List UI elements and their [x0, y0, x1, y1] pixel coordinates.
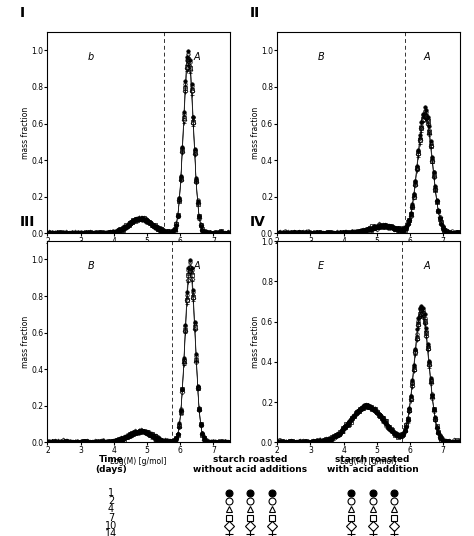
Text: A: A [423, 53, 430, 62]
Text: III: III [20, 215, 36, 229]
Y-axis label: mass fraction: mass fraction [251, 107, 260, 159]
Text: A: A [193, 262, 200, 271]
X-axis label: Log(M) [g/mol]: Log(M) [g/mol] [110, 248, 167, 257]
Text: B: B [318, 53, 324, 62]
Text: E: E [318, 262, 324, 271]
Text: 4: 4 [108, 504, 114, 515]
Y-axis label: mass fraction: mass fraction [21, 316, 30, 368]
Text: 1: 1 [108, 488, 114, 498]
X-axis label: Log(M) [g/mol]: Log(M) [g/mol] [340, 248, 397, 257]
X-axis label: Log(M) [g/mol]: Log(M) [g/mol] [340, 457, 397, 466]
Text: Time
(days): Time (days) [95, 455, 127, 474]
Text: 14: 14 [105, 530, 117, 536]
Text: 2: 2 [108, 496, 114, 506]
Text: I: I [20, 6, 25, 20]
Text: 7: 7 [108, 513, 114, 523]
Text: starch roasted
without acid additions: starch roasted without acid additions [193, 455, 308, 474]
Text: IV: IV [250, 215, 266, 229]
Text: A: A [423, 262, 430, 271]
Text: II: II [250, 6, 260, 20]
Text: 10: 10 [105, 521, 117, 531]
Text: b: b [88, 53, 94, 62]
Y-axis label: mass fraction: mass fraction [251, 316, 260, 368]
Text: B: B [88, 262, 94, 271]
Text: A: A [193, 53, 200, 62]
Text: starch roasted
with acid addition: starch roasted with acid addition [327, 455, 419, 474]
Y-axis label: mass fraction: mass fraction [21, 107, 30, 159]
X-axis label: Log(M) [g/mol]: Log(M) [g/mol] [110, 457, 167, 466]
